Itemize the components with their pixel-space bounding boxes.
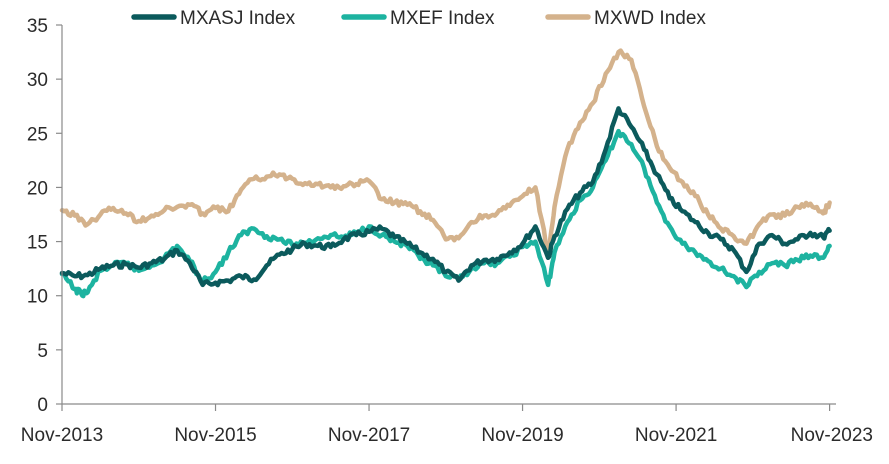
y-tick-label: 10 [27, 287, 48, 308]
legend-label: MXEF Index [390, 8, 495, 29]
y-axis-ticks: 0 5 10 15 20 25 30 35 [27, 16, 62, 416]
y-tick-label: 5 [37, 341, 48, 362]
series-line [59, 106, 832, 288]
y-tick-label: 0 [37, 395, 48, 416]
legend-label: MXWD Index [594, 8, 706, 29]
x-tick-label: Nov-2013 [21, 425, 103, 446]
series-line [59, 48, 832, 257]
legend: MXASJ Index MXEF Index MXWD Index [131, 8, 706, 29]
x-tick-label: Nov-2015 [174, 425, 256, 446]
x-axis-ticks: Nov-2013 Nov-2015 Nov-2017 Nov-2019 Nov-2021… [21, 404, 873, 446]
y-tick-label: 35 [27, 16, 48, 37]
y-tick-label: 15 [27, 233, 48, 254]
y-tick-label: 20 [27, 178, 48, 199]
y-tick-label: 25 [27, 124, 48, 145]
x-tick-label: Nov-2023 [791, 425, 873, 446]
x-tick-label: Nov-2021 [635, 425, 717, 446]
y-tick-label: 30 [27, 70, 48, 91]
series-layer [59, 48, 832, 299]
series-line [59, 128, 832, 299]
legend-label: MXASJ Index [180, 8, 296, 29]
x-tick-label: Nov-2017 [328, 425, 410, 446]
x-tick-label: Nov-2019 [481, 425, 563, 446]
